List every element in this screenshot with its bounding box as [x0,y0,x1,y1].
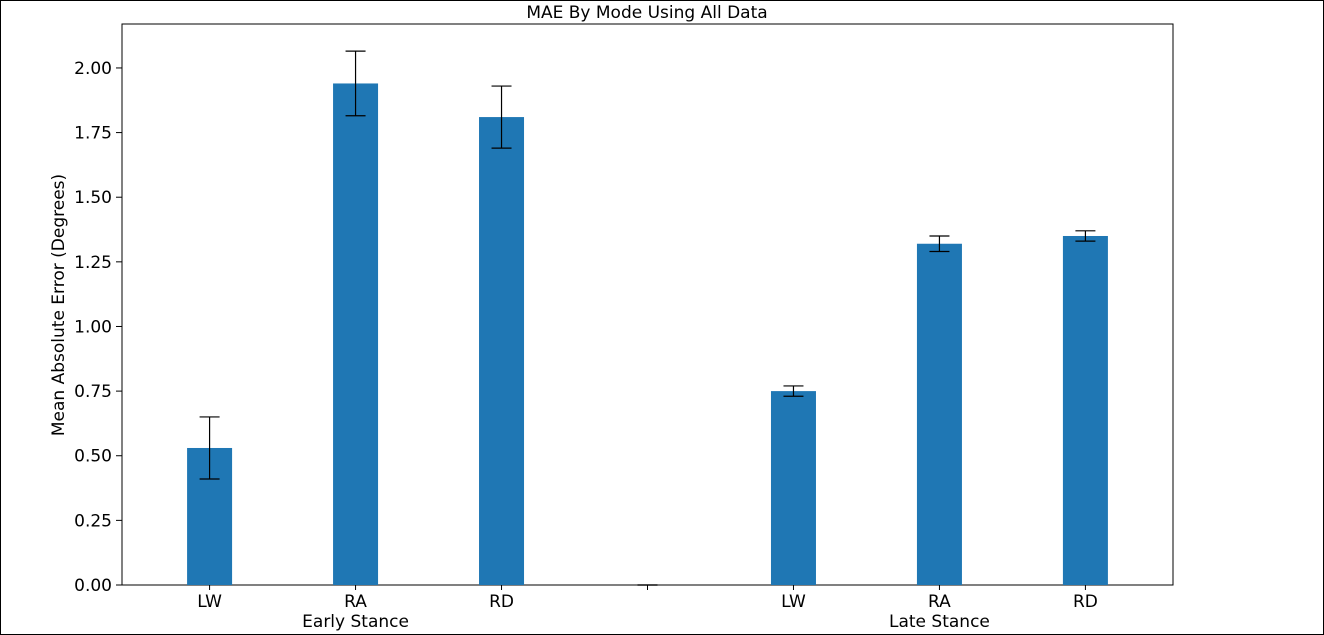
x-tick-label: RA [928,592,951,612]
y-axis: 0.00 0.25 0.50 0.75 1.00 1.25 1.50 1.75 2.00 [74,59,122,596]
y-tick-label: 1.00 [74,317,112,337]
y-tick-label: 0.25 [74,511,112,531]
x-tick-label: LW [197,592,222,612]
x-tick-label: RA [344,592,367,612]
bar [1062,235,1108,585]
group-labels: Early Stance Late Stance [302,612,990,632]
y-tick-label: 1.75 [74,124,112,144]
bar [479,117,525,585]
y-tick-label: 1.25 [74,253,112,273]
bar [333,83,379,586]
chart-title: MAE By Mode Using All Data [526,3,767,23]
x-tick-label: RD [489,592,514,612]
y-tick-label: 1.50 [74,188,112,208]
y-tick-label: 0.75 [74,382,112,402]
y-axis-label: Mean Absolute Error (Degrees) [49,174,69,436]
y-tick-label: 2.00 [74,59,112,79]
y-tick-label: 0.00 [74,576,112,596]
x-tick-label: RD [1073,592,1098,612]
x-axis: LW RA RD LW RA RD [197,585,1098,612]
x-tick-label: LW [781,592,806,612]
group-label: Late Stance [889,612,990,632]
bar-series [187,50,1108,586]
y-tick-label: 0.50 [74,447,112,467]
plot-area [121,23,1174,586]
bar [916,243,962,586]
bar [770,391,816,585]
group-label: Early Stance [302,612,409,632]
